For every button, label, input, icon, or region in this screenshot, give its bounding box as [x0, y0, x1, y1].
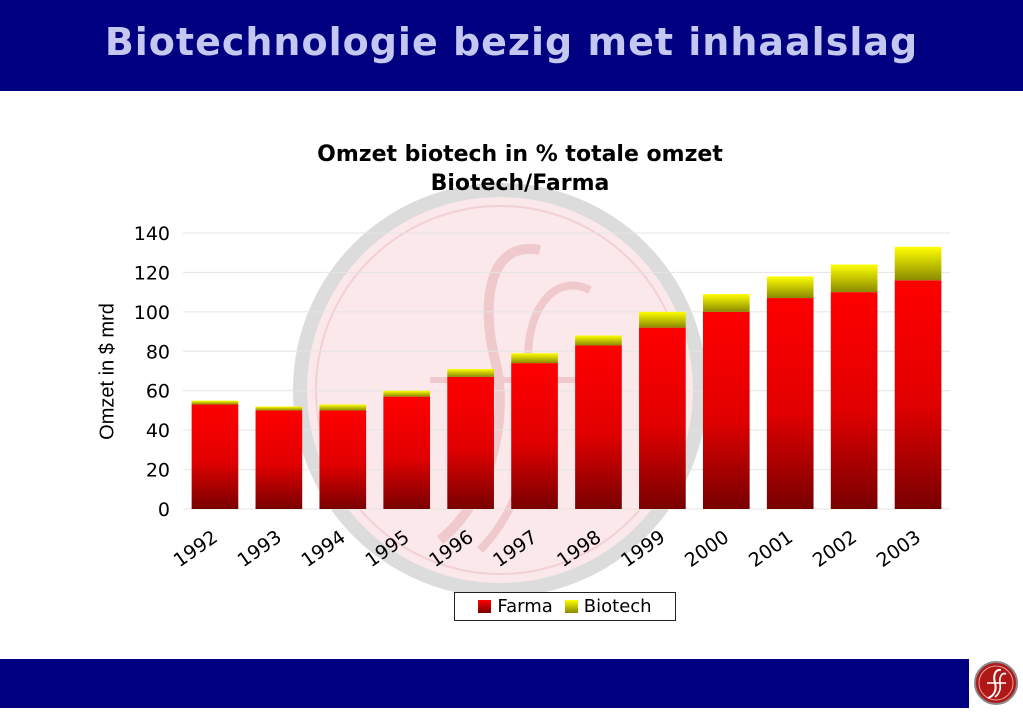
- y-tick-label: 0: [158, 499, 170, 521]
- x-tick-label: 2002: [809, 526, 861, 572]
- chart-title: Omzet biotech in % totale omzet Biotech/…: [200, 140, 840, 198]
- x-tick-label: 1997: [489, 526, 541, 572]
- x-tick-label: 2001: [745, 526, 797, 572]
- legend-item-biotech: Biotech: [564, 596, 652, 617]
- bar-farma: [383, 396, 431, 509]
- bar-biotech: [383, 390, 431, 397]
- legend-label-farma: Farma: [497, 596, 553, 617]
- x-tick-label: 1996: [425, 526, 477, 572]
- bar-biotech: [511, 353, 558, 364]
- bar-farma: [639, 327, 686, 509]
- logo-box: [969, 659, 1023, 708]
- x-tick-label: 1999: [617, 526, 669, 572]
- y-tick-label: 20: [146, 460, 170, 482]
- bar-biotech: [319, 404, 367, 411]
- x-tick-label: 1995: [361, 526, 413, 572]
- bar-farma: [766, 298, 814, 509]
- bar-farma: [511, 363, 558, 509]
- bar-farma: [830, 292, 878, 509]
- bar-biotech: [830, 264, 878, 293]
- chart-title-line-1: Omzet biotech in % totale omzet: [317, 142, 723, 167]
- y-tick-label: 40: [146, 420, 170, 442]
- bar-biotech: [255, 406, 303, 411]
- bar-farma: [319, 410, 367, 509]
- bar-farma: [447, 376, 494, 509]
- script-f-logo-icon: [974, 661, 1018, 705]
- bar-biotech: [702, 294, 750, 312]
- legend-label-biotech: Biotech: [583, 596, 652, 617]
- bar-biotech: [447, 369, 494, 377]
- x-tick-label: 1993: [234, 526, 286, 572]
- chart-title-line-2: Biotech/Farma: [430, 171, 610, 196]
- legend-swatch-biotech: [564, 600, 578, 613]
- slide-title: Biotechnologie bezig met inhaalslag: [104, 20, 919, 64]
- bar-farma: [702, 311, 750, 509]
- chart-legend: Farma Biotech: [454, 592, 676, 621]
- bar-farma: [894, 280, 942, 509]
- top-banner: [0, 0, 1023, 91]
- x-tick-label: 2003: [873, 526, 925, 572]
- bar-biotech: [575, 335, 622, 346]
- y-tick-label: 80: [146, 341, 170, 363]
- legend-item-farma: Farma: [478, 596, 553, 617]
- bar-biotech: [639, 311, 686, 328]
- bar-farma: [191, 404, 239, 509]
- x-tick-label: 2000: [681, 526, 733, 572]
- x-tick-label: 1992: [170, 526, 222, 572]
- legend-swatch-farma: [478, 600, 492, 613]
- bar-biotech: [894, 246, 942, 281]
- y-tick-label: 120: [134, 262, 170, 284]
- bar-farma: [255, 410, 303, 509]
- y-tick-label: 140: [134, 223, 170, 245]
- bottom-banner: [0, 659, 969, 708]
- bar-biotech: [191, 400, 239, 405]
- x-tick-label: 1998: [553, 526, 605, 572]
- y-tick-label: 60: [146, 381, 170, 403]
- x-tick-label: 1994: [297, 526, 349, 572]
- bar-farma: [575, 345, 622, 509]
- bar-biotech: [766, 276, 814, 299]
- y-tick-label: 100: [134, 302, 170, 324]
